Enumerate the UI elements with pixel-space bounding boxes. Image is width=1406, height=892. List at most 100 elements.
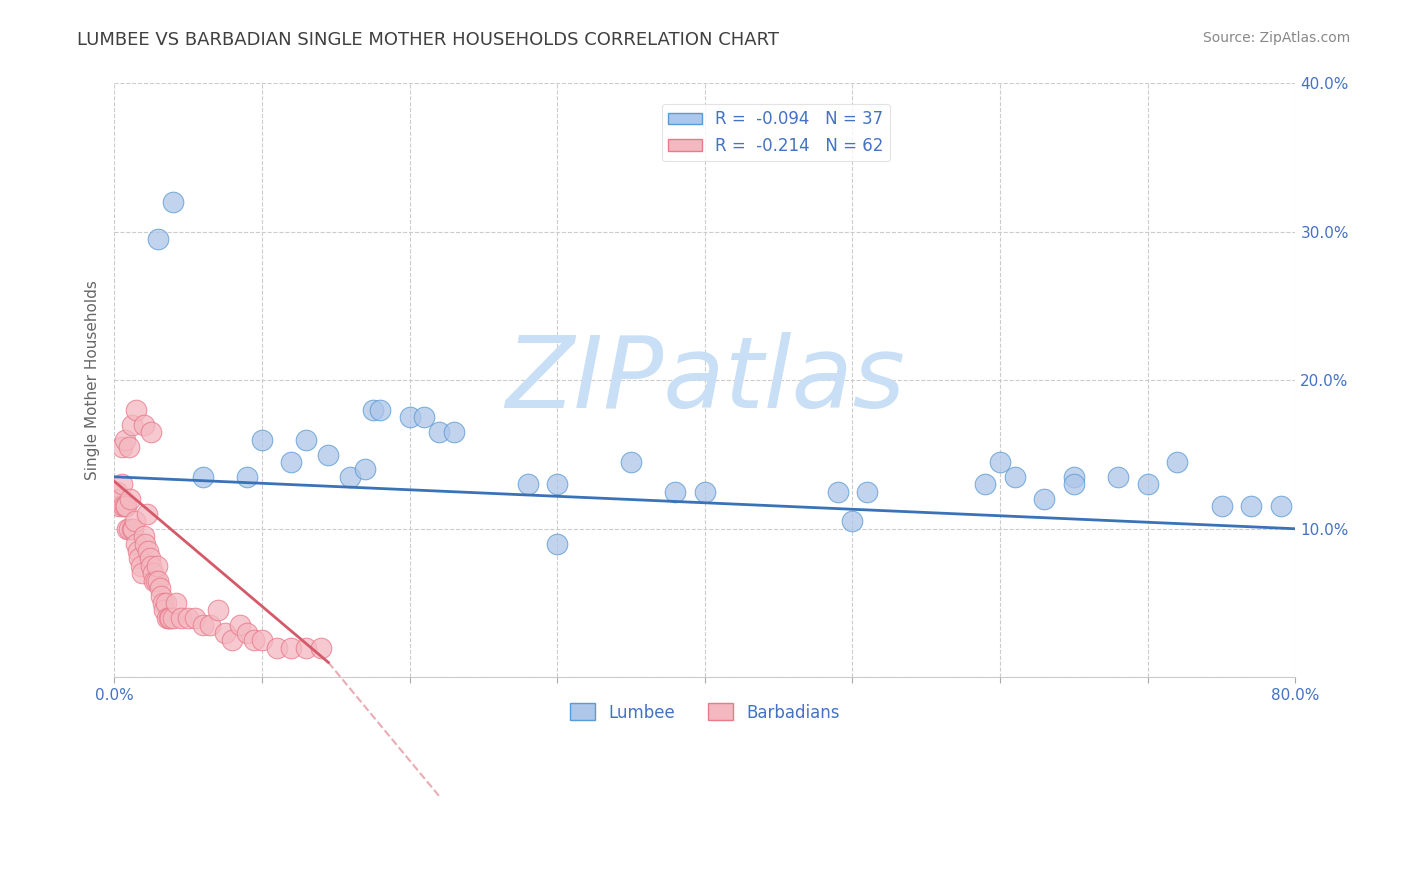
Text: Source: ZipAtlas.com: Source: ZipAtlas.com xyxy=(1202,31,1350,45)
Point xyxy=(132,417,155,432)
Point xyxy=(856,484,879,499)
Point xyxy=(110,477,132,491)
Point xyxy=(135,507,157,521)
Point xyxy=(142,566,165,581)
Point xyxy=(221,633,243,648)
Point xyxy=(191,470,214,484)
Point xyxy=(117,522,139,536)
Point xyxy=(118,522,141,536)
Point xyxy=(143,574,166,588)
Point xyxy=(146,558,169,573)
Point xyxy=(128,551,150,566)
Point xyxy=(228,618,250,632)
Point xyxy=(1107,470,1129,484)
Text: ZIPatlas: ZIPatlas xyxy=(505,332,905,429)
Point xyxy=(114,433,136,447)
Point xyxy=(107,500,129,514)
Point xyxy=(443,425,465,440)
Point xyxy=(546,477,568,491)
Point xyxy=(413,410,436,425)
Point xyxy=(266,640,288,655)
Point xyxy=(127,544,149,558)
Point xyxy=(427,425,450,440)
Point xyxy=(150,589,173,603)
Point xyxy=(309,640,332,655)
Point xyxy=(118,440,141,454)
Point xyxy=(105,484,128,499)
Point xyxy=(827,484,849,499)
Point xyxy=(138,551,160,566)
Point xyxy=(121,417,143,432)
Point xyxy=(136,544,159,558)
Point xyxy=(153,603,176,617)
Point xyxy=(1063,477,1085,491)
Point xyxy=(841,514,863,528)
Point xyxy=(134,536,156,550)
Point xyxy=(162,611,184,625)
Point xyxy=(280,455,302,469)
Point xyxy=(125,403,148,417)
Point xyxy=(361,403,384,417)
Point xyxy=(110,440,132,454)
Legend: Lumbee, Barbadians: Lumbee, Barbadians xyxy=(562,697,846,728)
Point xyxy=(148,232,170,246)
Point xyxy=(398,410,420,425)
Point xyxy=(191,618,214,632)
Point xyxy=(148,574,170,588)
Point xyxy=(152,596,174,610)
Point xyxy=(162,195,184,210)
Point xyxy=(339,470,361,484)
Point xyxy=(546,536,568,550)
Point xyxy=(974,477,997,491)
Point xyxy=(112,500,135,514)
Point xyxy=(316,448,339,462)
Point xyxy=(145,574,167,588)
Point xyxy=(207,603,229,617)
Point xyxy=(159,611,181,625)
Point xyxy=(1240,500,1263,514)
Point xyxy=(177,611,200,625)
Point xyxy=(664,484,686,499)
Point xyxy=(243,633,266,648)
Point xyxy=(1063,470,1085,484)
Point xyxy=(129,558,152,573)
Point xyxy=(198,618,221,632)
Point xyxy=(139,558,162,573)
Point xyxy=(122,522,145,536)
Point xyxy=(165,596,187,610)
Point xyxy=(125,536,148,550)
Point xyxy=(184,611,207,625)
Point xyxy=(295,433,318,447)
Point xyxy=(1166,455,1188,469)
Point xyxy=(132,529,155,543)
Point xyxy=(988,455,1011,469)
Point xyxy=(516,477,538,491)
Point xyxy=(250,633,273,648)
Y-axis label: Single Mother Households: Single Mother Households xyxy=(86,280,100,480)
Point xyxy=(1211,500,1233,514)
Point xyxy=(1270,500,1292,514)
Point xyxy=(620,455,643,469)
Point xyxy=(1004,470,1026,484)
Point xyxy=(295,640,318,655)
Point xyxy=(236,625,259,640)
Point xyxy=(280,640,302,655)
Point xyxy=(250,433,273,447)
Point xyxy=(115,500,138,514)
Point xyxy=(114,500,136,514)
Point xyxy=(693,484,716,499)
Point xyxy=(124,514,146,528)
Point xyxy=(155,596,177,610)
Point xyxy=(120,491,142,506)
Point xyxy=(169,611,191,625)
Point xyxy=(214,625,236,640)
Point xyxy=(131,566,153,581)
Point xyxy=(236,470,259,484)
Point xyxy=(139,425,162,440)
Point xyxy=(121,522,143,536)
Point xyxy=(149,581,172,595)
Text: LUMBEE VS BARBADIAN SINGLE MOTHER HOUSEHOLDS CORRELATION CHART: LUMBEE VS BARBADIAN SINGLE MOTHER HOUSEH… xyxy=(77,31,779,49)
Point xyxy=(156,611,179,625)
Point xyxy=(108,491,131,506)
Point xyxy=(157,611,180,625)
